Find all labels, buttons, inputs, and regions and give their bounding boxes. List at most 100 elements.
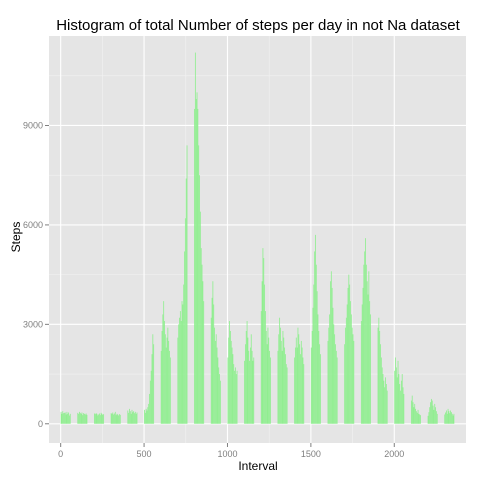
bar <box>367 294 369 424</box>
bar <box>301 347 303 424</box>
bar <box>161 330 163 424</box>
bar <box>345 317 347 424</box>
bar <box>100 412 102 424</box>
bar <box>197 108 199 424</box>
bar <box>380 357 382 424</box>
bar <box>419 414 421 424</box>
bar <box>295 347 296 424</box>
bar <box>280 327 281 424</box>
bar <box>302 357 304 424</box>
bar <box>112 412 114 424</box>
bar <box>319 344 321 424</box>
bar <box>434 403 436 424</box>
bar <box>249 360 250 424</box>
bar <box>368 271 370 424</box>
bar <box>80 413 82 424</box>
bar <box>169 357 171 424</box>
bar <box>333 324 335 424</box>
bar <box>353 340 355 424</box>
bar <box>335 350 337 424</box>
bar <box>219 374 220 424</box>
bar <box>361 304 363 424</box>
bar <box>420 415 421 424</box>
bar <box>327 340 329 424</box>
bar <box>265 330 267 424</box>
bar <box>119 414 121 424</box>
bar <box>230 340 232 424</box>
bar <box>252 360 254 424</box>
bar <box>279 317 281 424</box>
bar <box>450 410 451 424</box>
bar <box>384 387 386 424</box>
bar <box>132 412 134 424</box>
bar <box>433 409 435 424</box>
bar <box>246 321 248 424</box>
bar <box>250 334 252 424</box>
bar <box>363 264 365 424</box>
bar <box>286 367 288 424</box>
bar <box>60 411 62 424</box>
bar <box>253 357 255 424</box>
bar <box>164 334 166 424</box>
bar <box>199 211 201 424</box>
bar <box>265 311 266 424</box>
bar <box>234 370 235 424</box>
bar <box>266 344 268 424</box>
bar <box>283 337 285 424</box>
bar <box>350 301 351 424</box>
bar <box>215 334 217 424</box>
bar <box>297 327 299 424</box>
bar <box>184 218 186 424</box>
bar <box>198 145 200 424</box>
bar <box>134 411 136 424</box>
bar <box>202 281 204 424</box>
bar <box>82 415 84 424</box>
bar <box>445 412 446 424</box>
bar <box>399 384 401 424</box>
bar <box>84 414 86 424</box>
bar <box>414 403 416 424</box>
bar <box>133 411 135 424</box>
x-tick-label: 500 <box>137 449 152 459</box>
bar <box>136 412 138 424</box>
bar <box>299 344 301 424</box>
bar <box>379 330 381 424</box>
bar <box>99 413 100 424</box>
bar <box>194 52 196 424</box>
bar <box>411 395 413 424</box>
bar <box>269 350 271 424</box>
bar <box>84 413 85 424</box>
bar <box>160 350 162 424</box>
bar <box>413 407 415 424</box>
bar <box>380 344 381 424</box>
y-tick-label: 9000 <box>23 120 43 130</box>
bar <box>79 411 80 424</box>
bar <box>345 327 346 424</box>
bar <box>260 311 262 424</box>
bar <box>381 367 383 424</box>
bar <box>184 251 185 424</box>
bar <box>203 301 205 424</box>
bar <box>146 410 148 424</box>
bar <box>118 415 120 424</box>
bar <box>385 384 387 424</box>
bar <box>416 412 418 424</box>
bar <box>430 402 431 424</box>
y-tick-label: 0 <box>38 419 43 429</box>
bar <box>61 413 63 424</box>
bar <box>385 377 386 424</box>
bar <box>396 377 398 424</box>
bar <box>98 414 100 424</box>
bar <box>350 314 352 424</box>
bar <box>418 413 420 424</box>
bar <box>245 330 247 424</box>
bar <box>280 340 282 424</box>
bar <box>152 334 154 424</box>
bar <box>236 370 238 424</box>
bar <box>229 330 231 424</box>
bar <box>397 360 399 424</box>
bar <box>403 393 405 424</box>
bar <box>151 354 153 424</box>
bar <box>234 367 236 424</box>
bar <box>334 334 336 424</box>
